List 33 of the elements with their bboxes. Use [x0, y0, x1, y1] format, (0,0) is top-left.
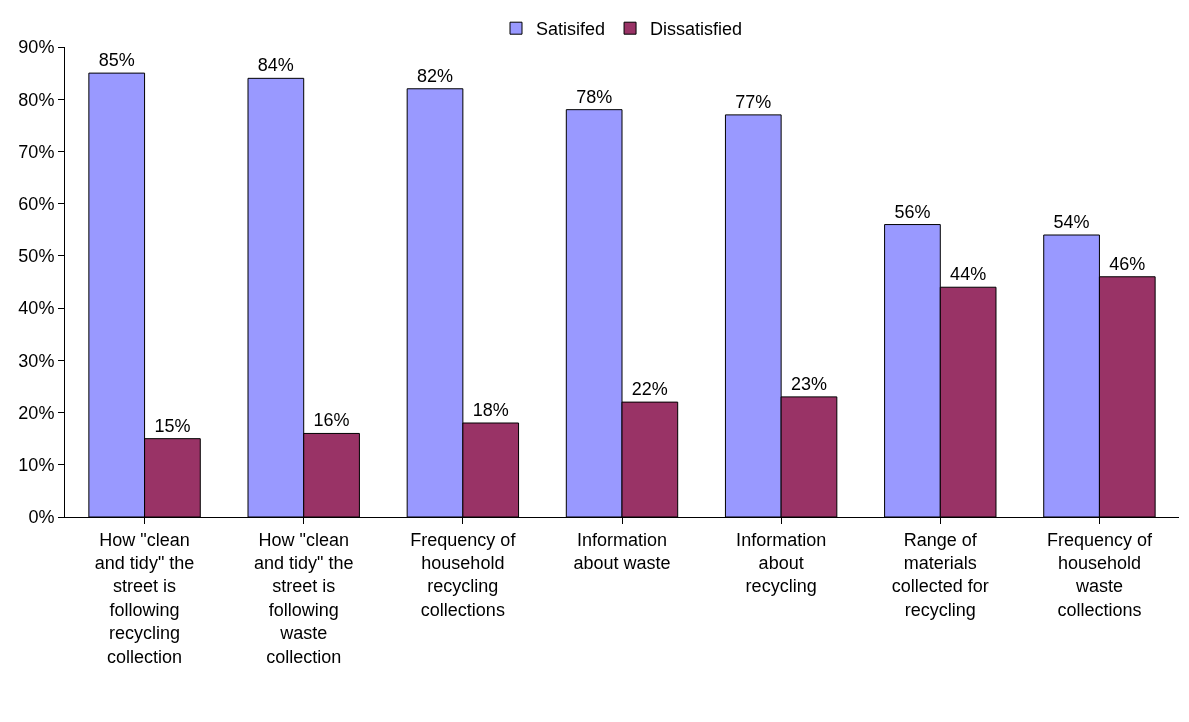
x-tick-label: Frequency of household recycling collections — [410, 529, 517, 620]
y-tick-label: 60% — [18, 193, 55, 214]
x-tick-label: Frequency of household waste collections — [1046, 529, 1153, 620]
data-label: 56% — [894, 201, 931, 222]
data-label: 16% — [313, 410, 350, 431]
x-tick-label: How "clean and tidy" the street is following recycling collection — [94, 529, 195, 667]
data-label: 84% — [257, 55, 294, 76]
y-tick-label: 20% — [18, 402, 55, 423]
data-label: 22% — [631, 379, 668, 400]
y-tick-label: 30% — [18, 350, 55, 371]
data-label: 18% — [472, 400, 509, 420]
legend-label: Dissatisfied — [650, 19, 743, 40]
data-label: 46% — [1109, 253, 1146, 274]
y-tick-label: 40% — [18, 298, 55, 319]
x-tick-label: How "clean and tidy" the street is following waste collection — [253, 529, 354, 667]
data-label: 77% — [735, 91, 772, 112]
data-label: 85% — [98, 50, 135, 71]
data-label: 15% — [154, 415, 191, 436]
data-label: 23% — [790, 373, 828, 394]
data-label: 82% — [416, 65, 454, 86]
legend-label: Satisifed — [536, 19, 606, 40]
y-tick-label: 0% — [28, 507, 55, 528]
y-tick-label: 50% — [18, 246, 55, 267]
data-label: 78% — [576, 86, 613, 107]
data-label: 54% — [1053, 212, 1090, 232]
data-label: 44% — [950, 264, 987, 285]
y-tick-label: 10% — [18, 455, 55, 476]
x-tick-label: Information about recycling — [736, 529, 827, 597]
x-tick-label: Range of materials collected for recycling — [891, 529, 989, 620]
x-tick-label: Information about waste — [573, 529, 671, 573]
y-tick-label: 70% — [18, 141, 55, 162]
y-tick-label: 80% — [18, 89, 55, 110]
y-tick-label: 90% — [18, 37, 55, 58]
